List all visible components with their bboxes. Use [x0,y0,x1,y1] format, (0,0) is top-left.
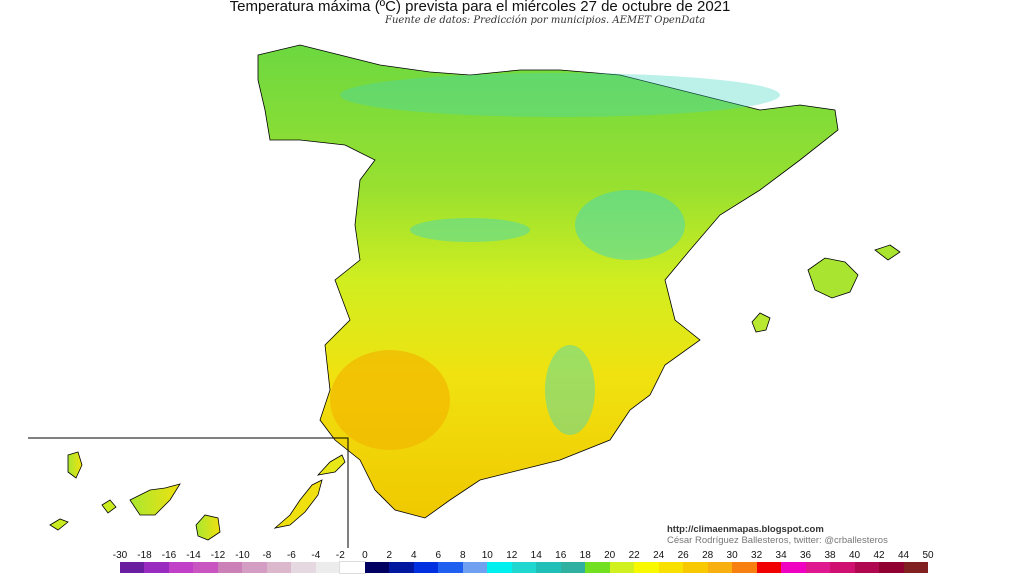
legend-swatch [413,562,439,573]
legend-label: 40 [848,550,861,561]
legend-label: -16 [161,550,177,561]
legend-swatch [315,562,341,573]
legend-swatch [144,562,170,573]
betic-system-cool-area [545,345,595,435]
legend-label: -6 [286,550,296,561]
legend-swatch [683,562,709,573]
legend-swatch [634,562,660,573]
credits-author: César Rodríguez Ballesteros, twitter: @c… [667,535,888,546]
legend-label: 38 [824,550,836,561]
ibiza-island [751,312,771,333]
legend-swatch [854,562,880,573]
legend-swatch [291,562,317,573]
iberian-system-cool-area [575,190,685,260]
central-system-cool-area [410,218,530,242]
legend-swatch [707,562,733,573]
legend-swatch [560,562,586,573]
menorca-island [874,244,901,261]
legend-label: 22 [628,550,640,561]
map-title: Temperatura máxima (ºC) prevista para el… [229,0,731,15]
la-gomera-island [101,499,117,514]
legend-label: -2 [335,550,345,561]
legend-label: 0 [362,550,368,561]
legend-swatch [879,562,904,573]
legend-swatch [364,562,390,573]
legend-label: 6 [435,550,442,561]
legend-label: -30 [112,550,128,561]
legend-swatch [242,562,268,573]
legend-swatch [536,562,562,573]
legend-label: 18 [579,550,591,561]
la-palma-island [67,451,83,479]
legend-swatch [830,562,856,573]
legend-swatch [389,562,415,573]
legend-label: 12 [506,550,518,561]
legend-label: -4 [311,550,321,561]
legend-label: -12 [210,550,226,561]
legend-label: 50 [922,550,934,561]
legend-label: 42 [873,550,885,561]
legend-swatch [732,562,758,573]
legend-swatch [266,562,292,573]
legend-swatch [511,562,537,573]
legend-swatch [193,562,219,573]
legend-label: 2 [386,550,393,561]
legend-label: 20 [604,550,616,561]
legend-label: 34 [775,550,787,561]
southwest-warm-area [330,350,450,450]
legend-label: 28 [702,550,714,561]
canary-inset-border [28,437,349,548]
gran-canaria-island [195,514,221,541]
el-hierro-island [49,518,69,531]
legend-label: 26 [677,550,689,561]
legend-swatch [805,562,831,573]
legend-swatch [658,562,684,573]
lanzarote-island [316,454,346,476]
legend-swatch [781,562,807,573]
legend-swatch [339,561,367,574]
legend-swatch [168,562,194,573]
legend-label: 44 [897,550,910,561]
legend-label: -14 [186,550,201,561]
legend-swatch [217,562,243,573]
tenerife-island [129,483,181,516]
legend-swatch [756,562,782,573]
legend-swatch [585,562,611,573]
legend-label: 8 [460,550,466,561]
credits-url: http://climaenmapas.blogspot.com [667,524,824,535]
legend-swatch [120,562,145,573]
legend-label: 36 [800,550,812,561]
legend-label: 30 [726,550,738,561]
legend-label: 32 [751,550,763,561]
credits: http://climaenmapas.blogspot.com César R… [667,524,888,546]
legend-swatch [609,562,635,573]
legend-swatch [462,562,488,573]
mallorca-island [807,257,859,299]
legend-swatch [487,562,513,573]
legend-label: 14 [530,550,542,561]
fuerteventura-island [273,479,323,529]
legend-swatch [903,562,929,573]
legend-label: 4 [411,550,417,561]
legend-label: 24 [653,550,665,561]
north-coast-cool-area [340,73,780,117]
map-subtitle: Fuente de datos: Predicción por municipi… [385,15,706,26]
legend-swatch [438,562,464,573]
legend-label: 10 [481,550,493,561]
temperature-color-legend: -30 -18 -16 -14 -12 -10 -8 -6 -4 -2 0 2 4 6 8 10 12 14 16 1… [113,550,934,576]
legend-label: -8 [262,550,272,561]
legend-label: -10 [235,550,250,561]
legend-label: -18 [137,550,152,561]
legend-label: 16 [555,550,567,561]
